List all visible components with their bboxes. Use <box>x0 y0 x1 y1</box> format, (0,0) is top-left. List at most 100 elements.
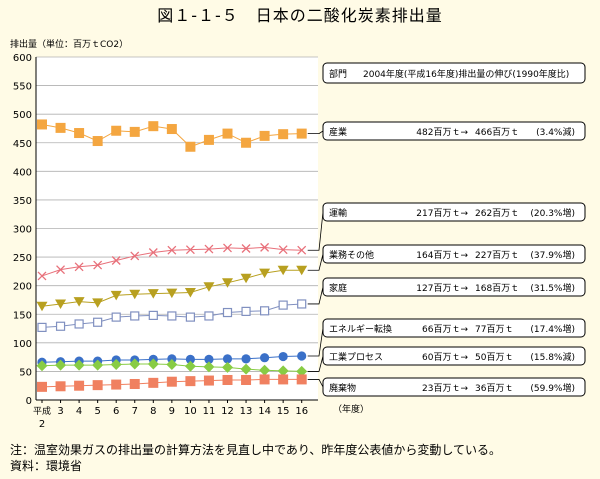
y-tick-label: 150 <box>13 310 32 321</box>
axes: 0 50 100 150 200 250 300 350 400 450 500 550 600 平成 3 4… <box>13 53 318 430</box>
y-tick-label: 100 <box>13 339 32 350</box>
data-point <box>130 251 140 261</box>
legend-from: 217百万ｔ→ <box>416 208 468 219</box>
x-tick-label: 3 <box>57 406 63 417</box>
x-tick-label: 7 <box>132 406 138 417</box>
legend-header-sector: 部門 <box>329 68 347 80</box>
leader-line <box>307 355 324 372</box>
data-point <box>203 134 214 145</box>
data-point <box>55 122 66 133</box>
legend-box <box>322 121 586 141</box>
data-point <box>55 321 66 331</box>
leader-line <box>307 327 324 357</box>
legend-name: 家庭 <box>329 282 347 294</box>
figure-title: 図１-１-５ 日本の二酸化炭素排出量 <box>157 6 443 25</box>
x-tick-label: 9 <box>169 406 175 417</box>
x-tick-label: 平成 <box>33 405 51 417</box>
data-point <box>93 260 103 270</box>
legend-from: 482百万ｔ→ <box>416 127 468 138</box>
data-point <box>37 271 47 281</box>
data-point <box>74 262 84 272</box>
data-point <box>185 312 195 322</box>
data-point <box>259 268 271 279</box>
data-point <box>148 377 159 388</box>
grid <box>36 56 318 401</box>
series-1 <box>37 242 307 281</box>
legend-to: 466百万ｔ <box>475 127 519 138</box>
legend-to: 262百万ｔ <box>475 208 519 219</box>
data-point <box>93 317 103 327</box>
footnote: 注：温室効果ガスの排出量の計算方法を見直し中であり、昨年度公表値から変動している… <box>10 443 502 457</box>
data-point <box>92 136 103 147</box>
data-point <box>278 300 288 310</box>
data-point <box>222 307 233 318</box>
data-point <box>241 374 252 385</box>
data-point <box>185 376 196 387</box>
data-point <box>204 244 214 254</box>
legend-name: 産業 <box>329 126 347 138</box>
data-point <box>260 353 270 363</box>
legend-change: (37.9%増) <box>530 249 575 261</box>
legend-from: 66百万ｔ→ <box>422 324 468 335</box>
data-point <box>147 289 159 299</box>
data-point <box>110 359 122 371</box>
series-3 <box>37 299 307 332</box>
data-point <box>111 256 121 265</box>
legend-name: 運輸 <box>329 207 347 219</box>
data-point <box>166 376 177 387</box>
data-point <box>260 306 270 316</box>
x-axis-label: （年度） <box>333 403 369 415</box>
data-point <box>74 319 84 329</box>
legend-change: (31.5%増) <box>530 282 575 294</box>
y-tick-label: 450 <box>13 139 32 150</box>
legend-header-box <box>322 62 586 84</box>
data-point <box>297 245 307 255</box>
data-point <box>167 245 177 255</box>
data-point <box>241 244 251 253</box>
legend-entry-2: 業務その他 164百万ｔ→ 227百万ｔ (37.9%増) <box>307 244 586 271</box>
legend-to: 168百万ｔ <box>475 283 519 294</box>
data-point <box>74 128 85 139</box>
legend-entry-6: 廃棄物 23百万ｔ→ 36百万ｔ (59.9%増) <box>307 377 586 397</box>
data-point <box>222 354 233 364</box>
x-tick-label: 10 <box>184 406 197 417</box>
y-tick-label: 50 <box>19 367 32 378</box>
legend-from: 164百万ｔ→ <box>416 250 468 261</box>
legend-change: (17.4%増) <box>530 323 575 335</box>
data-point <box>203 375 214 386</box>
x-tick-label: 13 <box>240 406 253 417</box>
data-point <box>111 312 121 322</box>
data-point <box>222 374 233 385</box>
data-point <box>55 359 67 371</box>
legend-to: 227百万ｔ <box>475 250 519 261</box>
legend-entry-3: 家庭 127百万ｔ→ 168百万ｔ (31.5%増) <box>307 277 586 305</box>
data-point <box>185 354 195 365</box>
x-tick-label: 16 <box>295 406 308 417</box>
leader-line <box>307 379 324 388</box>
data-point <box>167 354 177 364</box>
data-point <box>185 245 195 255</box>
x-tick-label: 8 <box>150 406 156 417</box>
legend-header-desc: 2004年度(平成16年度)排出量の伸び(1990年度比) <box>363 68 569 80</box>
legend: 部門 2004年度(平成16年度)排出量の伸び(1990年度比) 産業 482百万ｔ→… <box>307 62 586 397</box>
data-point <box>203 361 215 373</box>
data-point <box>240 273 252 284</box>
data-point <box>223 243 232 253</box>
data-point <box>55 299 67 309</box>
x-tick-label: 5 <box>94 406 100 417</box>
data-point <box>55 381 66 392</box>
legend-from: 127百万ｔ→ <box>416 283 468 294</box>
legend-from: 23百万ｔ→ <box>422 383 468 394</box>
data-point <box>56 265 66 275</box>
legend-to: 77百万ｔ <box>475 324 513 335</box>
data-point <box>278 129 289 140</box>
x-tick-label: 14 <box>258 406 271 417</box>
legend-entry-4: エネルギー転換 66百万ｔ→ 77百万ｔ (17.4%増) <box>307 318 586 357</box>
data-point <box>296 128 307 139</box>
y-tick-label: 250 <box>13 253 32 264</box>
data-point <box>278 374 289 385</box>
data-point <box>296 374 307 385</box>
data-point <box>92 359 104 371</box>
legend-change: (59.9%増) <box>530 382 575 394</box>
data-point <box>297 299 307 309</box>
